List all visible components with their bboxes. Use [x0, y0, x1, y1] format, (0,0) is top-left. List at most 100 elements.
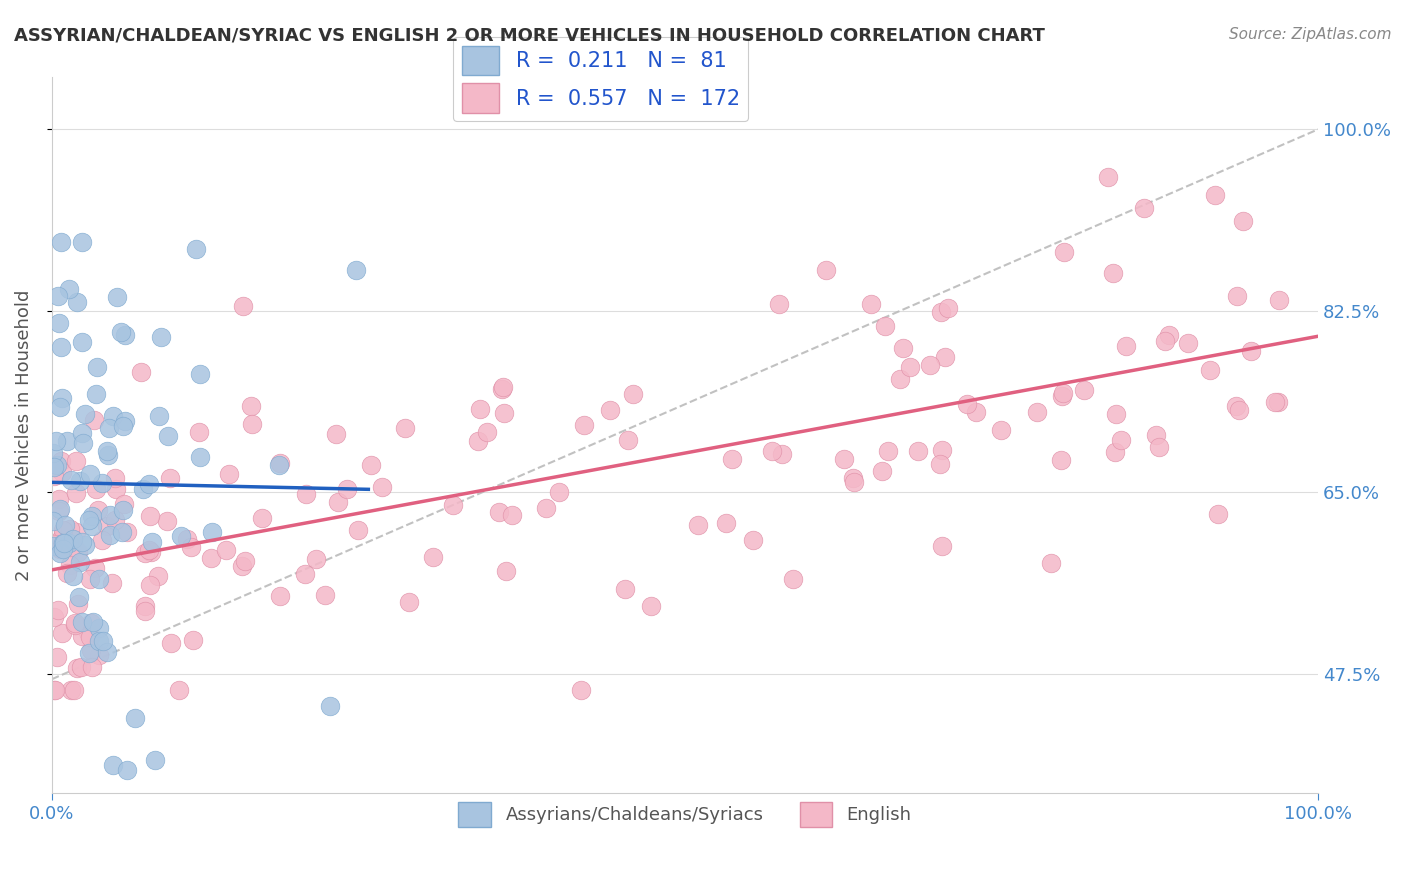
Point	[59, 522, 82, 536]
Point	[184, 242, 207, 256]
Point	[67, 597, 90, 611]
Point	[169, 682, 191, 697]
Point	[80, 660, 103, 674]
Point	[52, 535, 75, 549]
Point	[49, 340, 72, 354]
Point	[100, 576, 122, 591]
Point	[67, 590, 90, 604]
Point	[134, 599, 156, 614]
Point	[98, 527, 121, 541]
Point	[929, 305, 952, 319]
Point	[159, 471, 181, 485]
Point	[188, 367, 211, 381]
Point	[49, 235, 72, 249]
Y-axis label: 2 or more Vehicles in Household: 2 or more Vehicles in Household	[15, 290, 32, 581]
Point	[841, 471, 863, 485]
Point	[1268, 293, 1291, 307]
Point	[79, 572, 101, 586]
Point	[141, 535, 163, 549]
Point	[1267, 394, 1289, 409]
Point	[215, 543, 238, 558]
Point	[90, 475, 112, 490]
Point	[42, 446, 65, 460]
Point	[114, 414, 136, 428]
Point	[267, 458, 290, 472]
Point	[53, 536, 76, 550]
Point	[160, 635, 183, 649]
Point	[46, 289, 69, 303]
Point	[45, 434, 67, 448]
Point	[129, 365, 152, 379]
Point	[44, 537, 66, 551]
Point	[907, 444, 929, 458]
Point	[65, 616, 87, 631]
Point	[73, 407, 96, 421]
Point	[84, 387, 107, 401]
Point	[1133, 201, 1156, 215]
Point	[898, 359, 921, 374]
Point	[69, 555, 91, 569]
Point	[51, 626, 73, 640]
Point	[294, 567, 316, 582]
Point	[70, 335, 93, 350]
Point	[547, 485, 569, 500]
Point	[49, 502, 72, 516]
Point	[87, 634, 110, 648]
Point	[240, 417, 263, 431]
Point	[101, 757, 124, 772]
Point	[105, 291, 128, 305]
Point	[104, 471, 127, 485]
Point	[83, 412, 105, 426]
Point	[52, 523, 75, 537]
Point	[65, 524, 87, 539]
Point	[87, 621, 110, 635]
Point	[145, 753, 167, 767]
Point	[1109, 433, 1132, 447]
Point	[688, 518, 710, 533]
Point	[1198, 363, 1220, 377]
Point	[66, 295, 89, 310]
Point	[344, 263, 367, 277]
Point	[82, 615, 104, 629]
Point	[48, 316, 70, 330]
Point	[75, 539, 97, 553]
Point	[574, 417, 596, 432]
Point	[240, 399, 263, 413]
Point	[319, 699, 342, 714]
Point	[233, 554, 256, 568]
Point	[336, 482, 359, 496]
Point	[69, 474, 91, 488]
Point	[494, 406, 516, 420]
Point	[347, 524, 370, 538]
Point	[1147, 440, 1170, 454]
Point	[761, 443, 783, 458]
Point	[72, 615, 94, 630]
Point	[965, 404, 987, 418]
Point	[48, 503, 70, 517]
Point	[110, 524, 132, 539]
Point	[1225, 399, 1247, 413]
Point	[65, 454, 87, 468]
Point	[72, 436, 94, 450]
Point	[59, 558, 82, 572]
Point	[1229, 403, 1251, 417]
Point	[599, 402, 621, 417]
Point	[46, 602, 69, 616]
Point	[188, 425, 211, 439]
Point	[150, 329, 173, 343]
Point	[1144, 427, 1167, 442]
Point	[180, 541, 202, 555]
Point	[62, 532, 84, 546]
Point	[70, 235, 93, 249]
Point	[84, 483, 107, 497]
Point	[60, 682, 83, 697]
Point	[42, 514, 65, 528]
Point	[44, 682, 66, 697]
Point	[66, 545, 89, 559]
Point	[470, 401, 492, 416]
Point	[42, 459, 65, 474]
Point	[1204, 187, 1226, 202]
Point	[49, 546, 72, 560]
Point	[52, 526, 75, 541]
Legend: Assyrians/Chaldeans/Syriacs, English: Assyrians/Chaldeans/Syriacs, English	[451, 795, 918, 834]
